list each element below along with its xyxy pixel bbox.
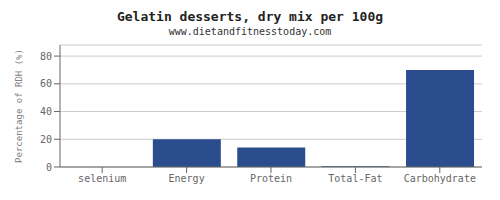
svg-text:0: 0 (46, 162, 52, 173)
svg-text:Carbohydrate: Carbohydrate (404, 173, 476, 184)
svg-text:selenium: selenium (78, 173, 126, 184)
svg-text:60: 60 (40, 78, 52, 89)
svg-text:Total-Fat: Total-Fat (328, 173, 382, 184)
svg-text:Percentage of RDH (%): Percentage of RDH (%) (14, 49, 24, 163)
svg-text:80: 80 (40, 51, 52, 62)
svg-text:Protein: Protein (250, 173, 292, 184)
svg-text:Energy: Energy (169, 173, 205, 184)
svg-text:40: 40 (40, 106, 52, 117)
html-text:www.dietandfitnesstoday.com: www.dietandfitnesstoday.com (168, 26, 332, 37)
svg-text:20: 20 (40, 134, 52, 145)
html-text:Gelatin desserts, dry mix per: Gelatin desserts, dry mix per 100g (116, 9, 383, 24)
